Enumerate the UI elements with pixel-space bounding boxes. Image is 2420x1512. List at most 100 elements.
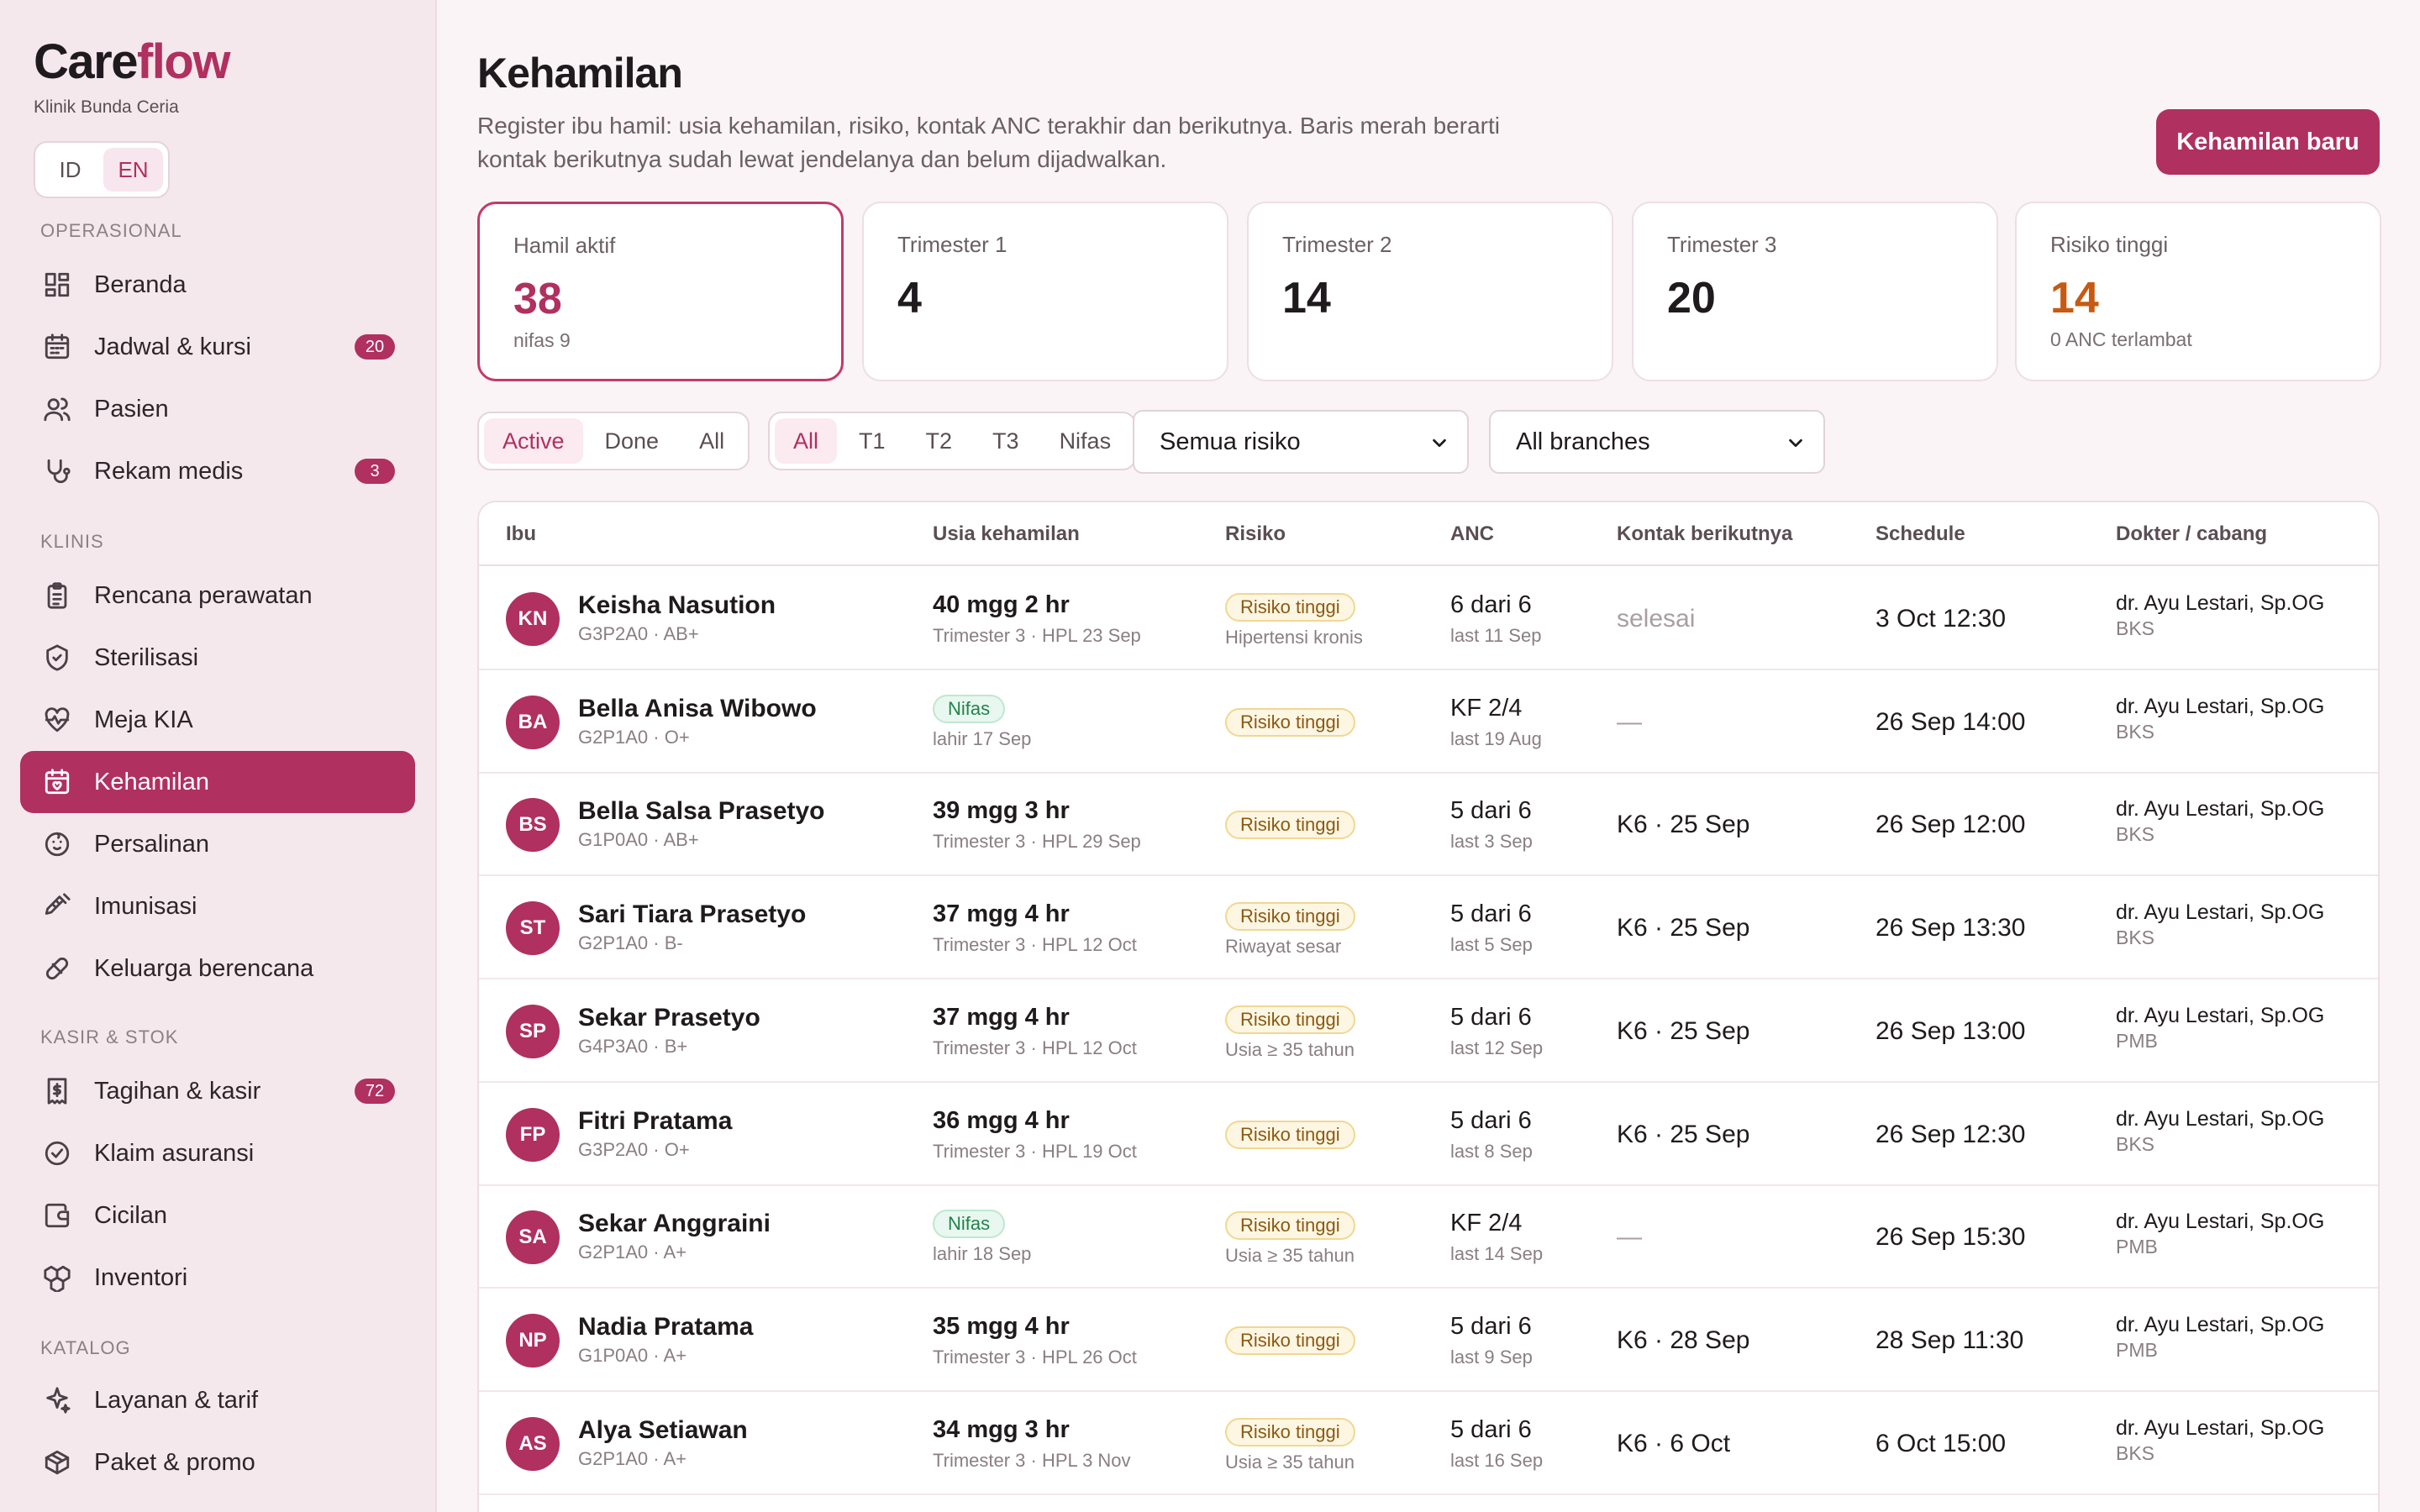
patient-name[interactable]: Bella Anisa Wibowo xyxy=(578,694,817,722)
branch-select[interactable]: All branches xyxy=(1489,410,1825,474)
sidebar-item-tagihan-kasir[interactable]: Tagihan & kasir 72 xyxy=(20,1060,415,1122)
sidebar-item-jadwal-kursi[interactable]: Jadwal & kursi 20 xyxy=(20,316,415,378)
sidebar-item-cicilan[interactable]: Cicilan xyxy=(20,1184,415,1247)
lang-en-button[interactable]: EN xyxy=(103,148,163,192)
col-header-kontak[interactable]: Kontak berikutnya xyxy=(1617,522,1793,545)
sidebar-item-rencana-perawatan[interactable]: Rencana perawatan xyxy=(20,564,415,627)
patient-name[interactable]: Alya Setiawan xyxy=(578,1415,748,1444)
stat-card-trimester-3[interactable]: Trimester 3 20 xyxy=(1632,202,1998,381)
table-row[interactable]: BA Bella Anisa Wibowo G2P1A0 · O+ Nifas … xyxy=(479,671,2378,774)
filter-active[interactable]: Active xyxy=(484,418,583,464)
filter-done[interactable]: Done xyxy=(604,428,660,454)
filter-all-trimester[interactable]: All xyxy=(775,418,838,464)
col-header-anc[interactable]: ANC xyxy=(1450,522,1494,545)
sidebar-item-rekam-medis[interactable]: Rekam medis 3 xyxy=(20,440,415,502)
col-header-usia[interactable]: Usia kehamilan xyxy=(933,522,1080,545)
risk-select[interactable]: Semua risiko xyxy=(1133,410,1469,474)
sidebar-item-layanan-tarif[interactable]: Layanan & tarif xyxy=(20,1369,415,1431)
risk-note: Usia ≥ 35 tahun xyxy=(1225,1451,1355,1473)
sidebar-item-meja-kia[interactable]: Meja KIA xyxy=(20,689,415,751)
stat-card-trimester-2[interactable]: Trimester 2 14 xyxy=(1247,202,1613,381)
col-header-risiko[interactable]: Risiko xyxy=(1225,522,1286,545)
table-row[interactable]: AS Alya Setiawan G2P1A0 · A+ 34 mgg 3 hr… xyxy=(479,1393,2378,1495)
patient-name[interactable]: Nadia Pratama xyxy=(578,1312,754,1341)
gestational-age: 35 mgg 4 hr xyxy=(933,1312,1070,1340)
patient-name[interactable]: Sari Tiara Prasetyo xyxy=(578,900,807,929)
patient-name[interactable]: Sekar Prasetyo xyxy=(578,1003,760,1032)
gestational-age: 40 mgg 2 hr xyxy=(933,591,1070,618)
risk-note: Hipertensi kronis xyxy=(1225,627,1363,648)
anc-last: last 9 Sep xyxy=(1450,1346,1533,1368)
stat-card-high-risk[interactable]: Risiko tinggi 14 0 ANC terlambat xyxy=(2015,202,2381,381)
stat-sub: nifas 9 xyxy=(513,329,571,351)
section-label-kasir-stok: KASIR & STOK xyxy=(40,1026,179,1047)
sidebar-item-imunisasi[interactable]: Imunisasi xyxy=(20,875,415,937)
stat-card-active[interactable]: Hamil aktif 38 nifas 9 xyxy=(477,202,844,381)
age-cell: Nifas lahir 17 Sep xyxy=(933,671,1202,774)
anc-count: 5 dari 6 xyxy=(1450,1003,1532,1031)
next-contact: — xyxy=(1617,707,1642,736)
sidebar-item-label: Meja KIA xyxy=(94,706,193,733)
patient-name[interactable]: Fitri Pratama xyxy=(578,1106,733,1135)
anc-count: 5 dari 6 xyxy=(1450,1106,1532,1134)
count-badge: 3 xyxy=(355,459,395,484)
avatar: AS xyxy=(506,1416,560,1471)
filter-nifas[interactable]: Nifas xyxy=(1059,428,1112,454)
anc-cell: 5 dari 6 last 8 Sep xyxy=(1450,1084,1602,1186)
obstetric-info: G3P2A0 · O+ xyxy=(578,1138,690,1160)
sidebar-item-sterilisasi[interactable]: Sterilisasi xyxy=(20,627,415,689)
anc-count: 5 dari 6 xyxy=(1450,1415,1532,1443)
table-row[interactable]: BS Bella Salsa Prasetyo G1P0A0 · AB+ 39 … xyxy=(479,774,2378,877)
branch-code: BKS xyxy=(2116,927,2155,949)
sidebar-item-klaim-asuransi[interactable]: Klaim asuransi xyxy=(20,1122,415,1184)
anc-count: 5 dari 6 xyxy=(1450,1312,1532,1340)
stat-card-trimester-1[interactable]: Trimester 1 4 xyxy=(862,202,1228,381)
filter-t2[interactable]: T2 xyxy=(925,428,953,454)
lang-id-button[interactable]: ID xyxy=(59,156,82,182)
stat-value: 14 xyxy=(1282,274,1331,323)
col-header-ibu[interactable]: Ibu xyxy=(506,522,536,545)
sidebar-item-kehamilan[interactable]: Kehamilan xyxy=(20,751,415,813)
patient-name[interactable]: Bella Salsa Prasetyo xyxy=(578,797,825,826)
schedule: 26 Sep 12:00 xyxy=(1876,811,2026,839)
patient-name[interactable]: Sekar Anggraini xyxy=(578,1210,771,1238)
receipt-icon xyxy=(40,1074,74,1108)
filter-t1[interactable]: T1 xyxy=(859,428,886,454)
stat-label: Risiko tinggi xyxy=(2050,232,2169,257)
table-row[interactable]: NP Nadia Pratama G1P0A0 · A+ 35 mgg 4 hr… xyxy=(479,1289,2378,1392)
language-switch: ID EN xyxy=(34,141,170,198)
table-row[interactable]: FP Fitri Pratama G3P2A0 · O+ 36 mgg 4 hr… xyxy=(479,1084,2378,1186)
grid-icon xyxy=(40,268,74,302)
table-row[interactable]: KN Keisha Nasution G3P2A0 · AB+ 40 mgg 2… xyxy=(479,568,2378,670)
app-logo[interactable]: Careflow xyxy=(34,34,230,90)
sidebar-item-persalinan[interactable]: Persalinan xyxy=(20,813,415,875)
stat-label: Trimester 3 xyxy=(1667,232,1777,257)
next-contact: K6 · 25 Sep xyxy=(1617,811,1750,839)
obstetric-info: G4P3A0 · B+ xyxy=(578,1035,688,1057)
sidebar-item-label: Cicilan xyxy=(94,1201,168,1229)
sidebar-item-label: Tagihan & kasir xyxy=(94,1077,261,1105)
gestational-age: 37 mgg 4 hr xyxy=(933,900,1070,928)
sidebar-item-paket-promo[interactable]: Paket & promo xyxy=(20,1431,415,1494)
table-row[interactable]: SP Sekar Prasetyo G4P3A0 · B+ 37 mgg 4 h… xyxy=(479,980,2378,1083)
risk-cell: Risiko tinggi Hipertensi kronis xyxy=(1225,568,1435,670)
table-row[interactable]: ST Sari Tiara Prasetyo G2P1A0 · B- 37 mg… xyxy=(479,877,2378,980)
sidebar-item-beranda[interactable]: Beranda xyxy=(20,254,415,316)
sidebar-item-pasien[interactable]: Pasien xyxy=(20,378,415,440)
risk-cell: Risiko tinggi Usia ≥ 35 tahun xyxy=(1225,1393,1435,1495)
filter-t3[interactable]: T3 xyxy=(992,428,1019,454)
table-row[interactable]: SA Sekar Anggraini G2P1A0 · A+ Nifas lah… xyxy=(479,1186,2378,1289)
sidebar-item-label: Layanan & tarif xyxy=(94,1386,259,1414)
doctor-cell: dr. Ayu Lestari, Sp.OG BKS xyxy=(2116,900,2324,949)
schedule: 26 Sep 13:30 xyxy=(1876,914,2026,942)
stat-label: Trimester 2 xyxy=(1282,232,1392,257)
filter-all-status[interactable]: All xyxy=(699,428,725,454)
sidebar-item-keluarga-berencana[interactable]: Keluarga berencana xyxy=(20,937,415,1000)
patient-name[interactable]: Keisha Nasution xyxy=(578,591,776,619)
sidebar-item-inventori[interactable]: Inventori xyxy=(20,1247,415,1309)
doctor-cell: dr. Ayu Lestari, Sp.OG PMB xyxy=(2116,1313,2324,1362)
new-pregnancy-button[interactable]: Kehamilan baru xyxy=(2156,109,2380,175)
col-header-schedule[interactable]: Schedule xyxy=(1876,522,1965,545)
col-header-dokter[interactable]: Dokter / cabang xyxy=(2116,522,2268,545)
anc-cell: KF 2/4 last 14 Sep xyxy=(1450,1186,1602,1289)
